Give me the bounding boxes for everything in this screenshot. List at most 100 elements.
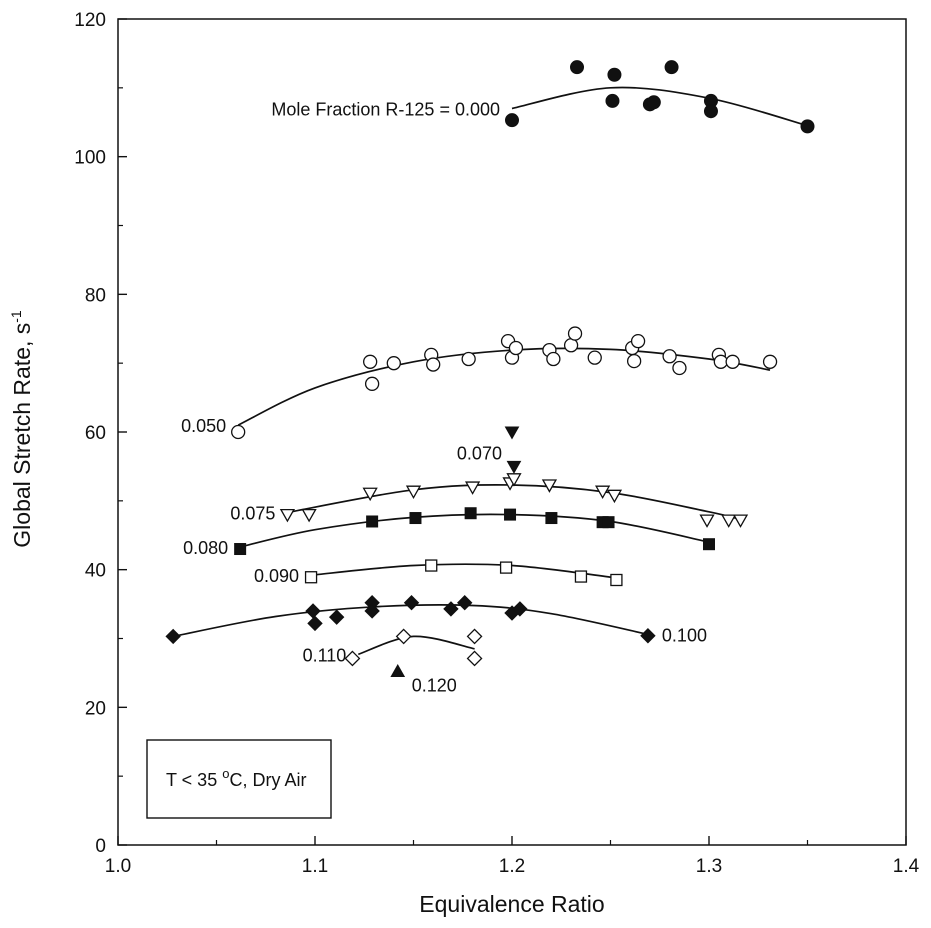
fit-curve <box>173 604 649 638</box>
data-point <box>610 573 623 587</box>
data-point <box>664 60 679 75</box>
data-point <box>390 664 406 678</box>
data-point <box>508 340 524 356</box>
data-point <box>499 561 513 574</box>
series-labels: Mole Fraction R-125 = 0.000 0.050 0.070 0.0… <box>181 99 707 695</box>
annotation-degree: o <box>222 766 229 781</box>
data-point <box>466 650 483 667</box>
data-point <box>541 479 558 493</box>
data-point <box>570 60 585 75</box>
data-point <box>466 628 483 645</box>
data-point <box>721 514 737 528</box>
data-point <box>425 559 438 572</box>
data-point <box>630 333 646 349</box>
y-axis-title-text: Global Stretch Rate, s <box>9 323 35 548</box>
data-point <box>364 603 380 619</box>
data-point <box>605 93 620 108</box>
data-point <box>587 350 602 365</box>
series-label: Mole Fraction R-125 = 0.000 <box>271 99 500 119</box>
fit-curve <box>311 563 617 579</box>
data-point <box>626 353 642 369</box>
y-axis-title: Global Stretch Rate, s-1 <box>8 310 35 548</box>
data-markers <box>165 60 815 678</box>
data-point <box>504 508 517 521</box>
data-point <box>595 485 611 500</box>
series-label: 0.120 <box>412 676 457 696</box>
data-point <box>640 628 656 644</box>
fit-curve <box>237 347 771 426</box>
series-label: 0.080 <box>183 538 228 558</box>
data-point <box>699 514 715 528</box>
y-tick-label: 60 <box>85 423 106 444</box>
data-point <box>662 349 677 364</box>
annotation-text: T < 35 oC, Dry Air <box>166 766 306 790</box>
data-point <box>646 95 661 110</box>
data-point <box>762 354 778 369</box>
data-point <box>563 338 579 353</box>
fit-curve <box>511 86 808 127</box>
series-label: 0.070 <box>457 443 502 463</box>
x-tick-label: 1.2 <box>499 856 525 877</box>
x-tick-label: 1.4 <box>893 856 920 877</box>
data-point <box>426 357 441 372</box>
data-point <box>304 571 318 584</box>
tick-marks <box>117 18 907 846</box>
y-tick-label: 100 <box>74 148 106 169</box>
data-point <box>395 628 412 645</box>
data-point <box>464 507 477 520</box>
data-point <box>464 481 481 495</box>
data-point <box>328 609 345 625</box>
y-axis-title-superscript: -1 <box>8 310 24 323</box>
series-label: 0.075 <box>230 504 275 524</box>
data-point <box>504 426 520 440</box>
series-label: 0.050 <box>181 416 226 436</box>
data-point <box>725 354 740 369</box>
x-tick-label: 1.0 <box>105 856 131 877</box>
series-label: 0.110 <box>303 645 347 665</box>
y-tick-label: 40 <box>85 561 106 582</box>
x-axis-title: Equivalence Ratio <box>419 891 604 917</box>
data-point <box>606 489 623 504</box>
data-point <box>231 424 246 440</box>
data-point <box>567 326 583 341</box>
data-point <box>602 516 615 529</box>
data-point <box>732 514 749 528</box>
data-point <box>703 104 718 119</box>
x-tick-label: 1.3 <box>696 856 722 877</box>
y-tick-label: 0 <box>95 836 106 857</box>
data-point <box>279 508 296 523</box>
series-label: 0.090 <box>254 566 299 586</box>
data-point <box>362 487 378 502</box>
data-point <box>405 485 422 500</box>
data-point <box>574 570 588 583</box>
data-point <box>506 460 522 474</box>
data-point <box>512 601 528 617</box>
data-point <box>461 351 476 367</box>
annotation-suffix: C, Dry Air <box>229 770 306 790</box>
data-point <box>386 356 401 371</box>
data-point <box>307 615 323 632</box>
data-point <box>344 650 361 667</box>
data-point <box>403 594 420 611</box>
data-point <box>545 512 558 525</box>
data-point <box>364 376 380 391</box>
data-point <box>546 351 561 367</box>
data-point <box>607 67 622 82</box>
data-point <box>800 119 815 134</box>
annotation-prefix: T < 35 <box>166 770 222 790</box>
data-point <box>457 594 473 611</box>
annotation-box: T < 35 oC, Dry Air <box>146 739 332 819</box>
data-point <box>363 354 378 369</box>
data-point <box>505 113 519 128</box>
fit-curve <box>358 635 475 656</box>
data-point <box>165 628 181 645</box>
data-point <box>234 543 247 556</box>
tick-labels: 1.0 1.1 1.2 1.3 1.4 0 20 40 60 80 100 120 <box>74 10 919 877</box>
data-point <box>301 508 317 523</box>
data-point <box>443 601 459 617</box>
y-tick-label: 120 <box>74 10 106 31</box>
data-point <box>305 603 321 619</box>
data-point <box>672 360 687 376</box>
data-point <box>366 515 379 528</box>
